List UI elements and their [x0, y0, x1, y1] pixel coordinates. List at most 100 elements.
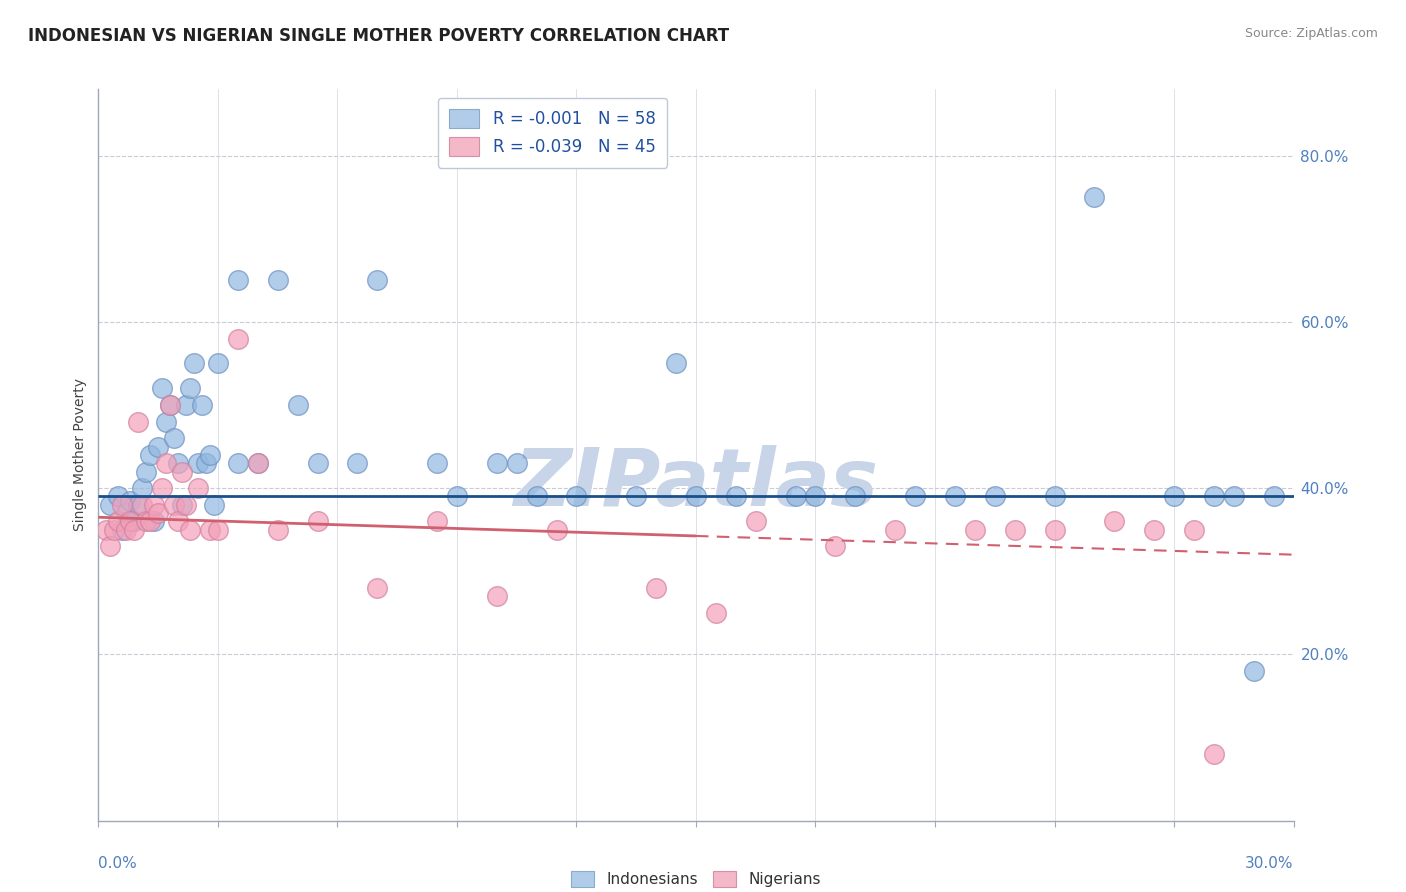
Point — [366, 581, 388, 595]
Point — [155, 415, 177, 429]
Point — [346, 456, 368, 470]
Point — [1202, 490, 1225, 504]
Point — [207, 357, 229, 371]
Point — [485, 589, 508, 603]
Point — [1263, 490, 1285, 504]
Point — [195, 456, 218, 470]
Point — [943, 490, 966, 504]
Text: ZIPatlas: ZIPatlas — [513, 445, 879, 524]
Point — [307, 515, 329, 529]
Point — [179, 523, 201, 537]
Point — [135, 515, 157, 529]
Point — [187, 481, 209, 495]
Point — [143, 515, 166, 529]
Point — [246, 456, 269, 470]
Point — [150, 381, 173, 395]
Point — [124, 523, 146, 537]
Point — [163, 431, 186, 445]
Point — [207, 523, 229, 537]
Point — [202, 498, 225, 512]
Text: INDONESIAN VS NIGERIAN SINGLE MOTHER POVERTY CORRELATION CHART: INDONESIAN VS NIGERIAN SINGLE MOTHER POV… — [28, 27, 730, 45]
Point — [844, 490, 866, 504]
Point — [1043, 523, 1066, 537]
Point — [645, 581, 668, 595]
Point — [426, 515, 449, 529]
Point — [115, 523, 138, 537]
Point — [127, 415, 149, 429]
Point — [163, 498, 186, 512]
Legend: Indonesians, Nigerians: Indonesians, Nigerians — [565, 865, 827, 892]
Point — [191, 398, 214, 412]
Point — [155, 456, 177, 470]
Point — [159, 398, 181, 412]
Point — [98, 498, 122, 512]
Point — [139, 515, 162, 529]
Point — [1243, 664, 1265, 678]
Point — [96, 523, 118, 537]
Point — [506, 456, 529, 470]
Point — [724, 490, 747, 504]
Text: 0.0%: 0.0% — [98, 856, 138, 871]
Point — [198, 523, 221, 537]
Point — [179, 381, 201, 395]
Point — [172, 498, 194, 512]
Point — [98, 539, 122, 553]
Point — [120, 515, 142, 529]
Point — [884, 523, 907, 537]
Point — [174, 498, 197, 512]
Point — [124, 515, 146, 529]
Point — [167, 456, 190, 470]
Point — [183, 357, 205, 371]
Point — [565, 490, 588, 504]
Point — [159, 398, 181, 412]
Point — [307, 456, 329, 470]
Point — [665, 357, 688, 371]
Point — [1223, 490, 1246, 504]
Point — [1083, 190, 1105, 204]
Point — [983, 490, 1005, 504]
Point — [267, 523, 290, 537]
Point — [198, 448, 221, 462]
Point — [150, 481, 173, 495]
Point — [107, 490, 129, 504]
Point — [143, 498, 166, 512]
Point — [704, 606, 727, 620]
Point — [526, 490, 548, 504]
Point — [804, 490, 827, 504]
Text: 30.0%: 30.0% — [1246, 856, 1294, 871]
Point — [135, 465, 157, 479]
Point — [824, 539, 846, 553]
Point — [685, 490, 707, 504]
Point — [111, 523, 134, 537]
Point — [131, 481, 153, 495]
Point — [172, 465, 194, 479]
Point — [139, 448, 162, 462]
Point — [426, 456, 449, 470]
Point — [785, 490, 807, 504]
Point — [485, 456, 508, 470]
Point — [546, 523, 568, 537]
Point — [446, 490, 468, 504]
Point — [366, 273, 388, 287]
Point — [745, 515, 768, 529]
Point — [963, 523, 986, 537]
Point — [120, 493, 142, 508]
Point — [127, 498, 149, 512]
Point — [267, 273, 290, 287]
Point — [1104, 515, 1126, 529]
Point — [115, 506, 138, 520]
Point — [131, 498, 153, 512]
Point — [246, 456, 269, 470]
Point — [148, 440, 170, 454]
Point — [1202, 747, 1225, 761]
Y-axis label: Single Mother Poverty: Single Mother Poverty — [73, 378, 87, 532]
Point — [167, 515, 190, 529]
Point — [226, 273, 249, 287]
Point — [107, 515, 129, 529]
Point — [103, 523, 125, 537]
Point — [187, 456, 209, 470]
Text: Source: ZipAtlas.com: Source: ZipAtlas.com — [1244, 27, 1378, 40]
Point — [1163, 490, 1185, 504]
Point — [226, 332, 249, 346]
Point — [1143, 523, 1166, 537]
